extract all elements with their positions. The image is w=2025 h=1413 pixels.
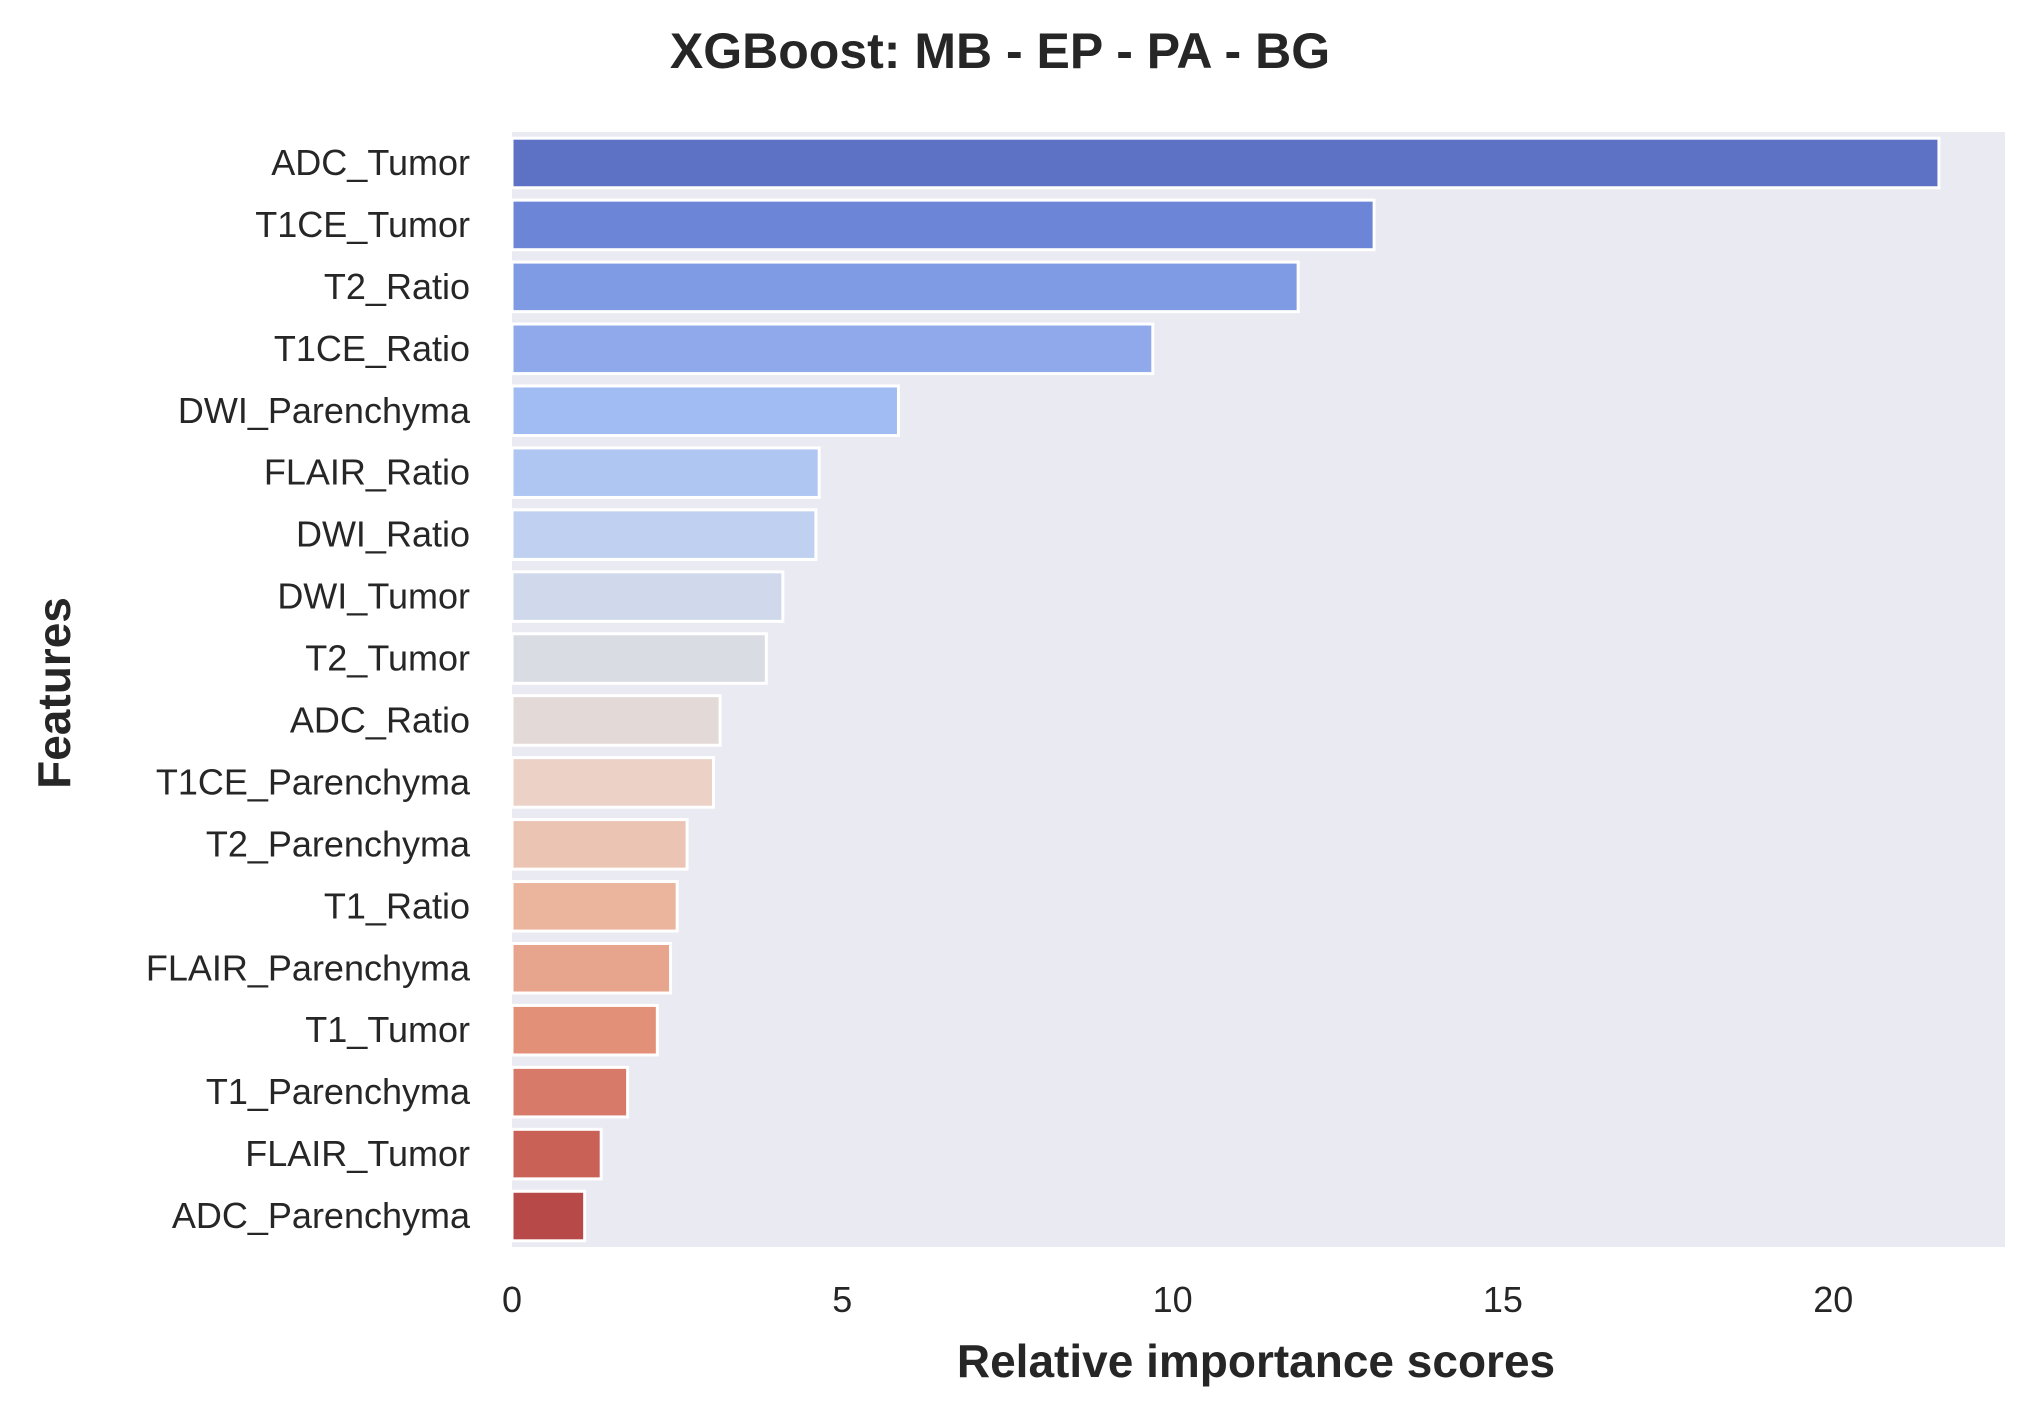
bar-t1-parenchyma (510, 1065, 630, 1119)
x-tick-labels-group: 0 5 10 15 20 (502, 1279, 1853, 1320)
x-tick-label: 20 (1813, 1279, 1853, 1320)
bar-t1-tumor (510, 1003, 659, 1057)
bar-flair-tumor (510, 1127, 603, 1181)
chart-title: XGBoost: MB - EP - PA - BG (670, 23, 1330, 79)
bar-flair-parenchyma (510, 941, 673, 995)
bar-t1ce-ratio (510, 322, 1155, 376)
x-tick-label: 10 (1153, 1279, 1193, 1320)
bar-dwi-tumor (510, 570, 785, 623)
category-label: T1_Tumor (305, 1009, 470, 1050)
bar-t1-ratio (510, 880, 679, 933)
bar-t2-ratio (510, 260, 1300, 314)
bar-t2-tumor (510, 632, 768, 685)
category-label: FLAIR_Parenchyma (146, 947, 471, 988)
x-tick-label: 0 (502, 1279, 522, 1320)
bar-adc-tumor (510, 136, 1941, 190)
category-label: T1_Parenchyma (206, 1071, 471, 1112)
category-label: ADC_Ratio (290, 699, 470, 740)
category-label: T2_Ratio (324, 266, 470, 307)
x-axis-label: Relative importance scores (957, 1335, 1555, 1387)
bar-t2-parenchyma (510, 818, 689, 871)
bar-dwi-ratio (510, 508, 818, 561)
category-label: DWI_Tumor (277, 576, 470, 617)
x-tick-label: 15 (1483, 1279, 1523, 1320)
plot-area (512, 132, 2005, 1247)
category-label: T2_Tumor (305, 638, 470, 679)
category-label: ADC_Tumor (271, 142, 470, 183)
category-label: T1CE_Ratio (274, 328, 470, 369)
category-label: ADC_Parenchyma (172, 1195, 471, 1236)
bars-group (510, 136, 1941, 1243)
category-label: FLAIR_Tumor (245, 1133, 470, 1174)
category-label: T1CE_Parenchyma (156, 761, 471, 802)
bar-dwi-parenchyma (510, 384, 900, 438)
category-label: FLAIR_Ratio (264, 452, 470, 493)
bar-flair-ratio (510, 446, 821, 499)
category-labels-group: ADC_Tumor T1CE_Tumor T2_Ratio T1CE_Ratio DWI… (146, 142, 471, 1236)
bar-adc-parenchyma (510, 1189, 587, 1243)
bar-t1ce-tumor (510, 198, 1376, 252)
bar-adc-ratio (510, 694, 722, 747)
category-label: T1CE_Tumor (255, 204, 470, 245)
y-axis-label: Features (28, 597, 80, 789)
x-tick-label: 5 (832, 1279, 852, 1320)
category-label: T2_Parenchyma (206, 823, 471, 864)
bar-t1ce-parenchyma (510, 756, 715, 809)
category-label: T1_Ratio (324, 885, 470, 926)
category-label: DWI_Parenchyma (178, 390, 471, 431)
category-label: DWI_Ratio (296, 514, 470, 555)
